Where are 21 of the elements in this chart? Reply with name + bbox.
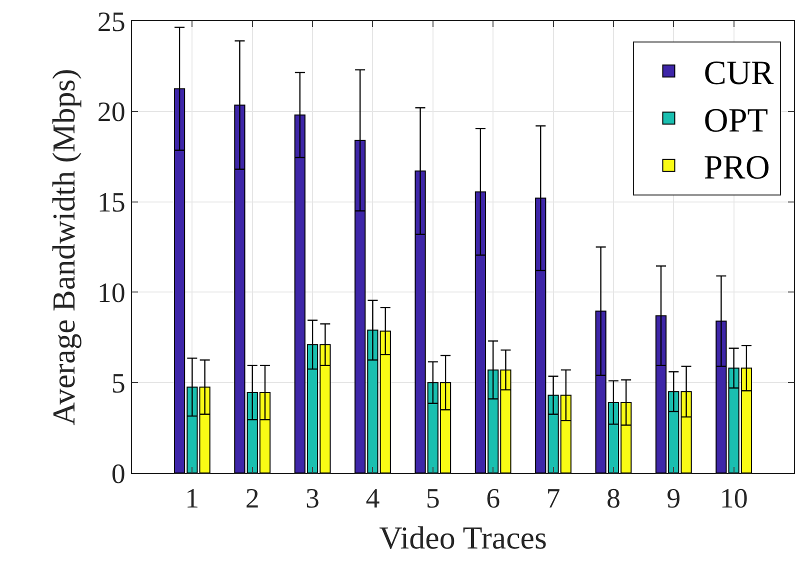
- x-tick-label: 3: [306, 484, 320, 515]
- x-tick-label: 10: [720, 484, 748, 515]
- x-tick-label: 8: [606, 484, 620, 515]
- legend-label: OPT: [704, 102, 768, 140]
- y-tick-label: 20: [97, 97, 126, 128]
- legend-label: CUR: [704, 55, 774, 92]
- x-tick-label: 7: [546, 484, 560, 515]
- y-axis-title: Average Bandwidth (Mbps): [46, 68, 82, 426]
- y-tick-label: 15: [97, 188, 126, 219]
- x-tick-label: 9: [666, 484, 681, 515]
- y-tick-label: 0: [111, 458, 126, 490]
- x-tick-label: 6: [486, 484, 500, 515]
- x-tick-label: 4: [366, 484, 380, 515]
- y-tick-label: 25: [97, 6, 126, 38]
- x-tick-label: 1: [185, 484, 200, 515]
- legend-label: PRO: [704, 150, 770, 187]
- y-tick-label: 10: [97, 278, 126, 309]
- x-axis-title: Video Traces: [379, 520, 547, 556]
- x-tick-label: 2: [245, 484, 260, 515]
- x-tick-label: 5: [426, 484, 440, 515]
- y-tick-label: 5: [111, 368, 126, 400]
